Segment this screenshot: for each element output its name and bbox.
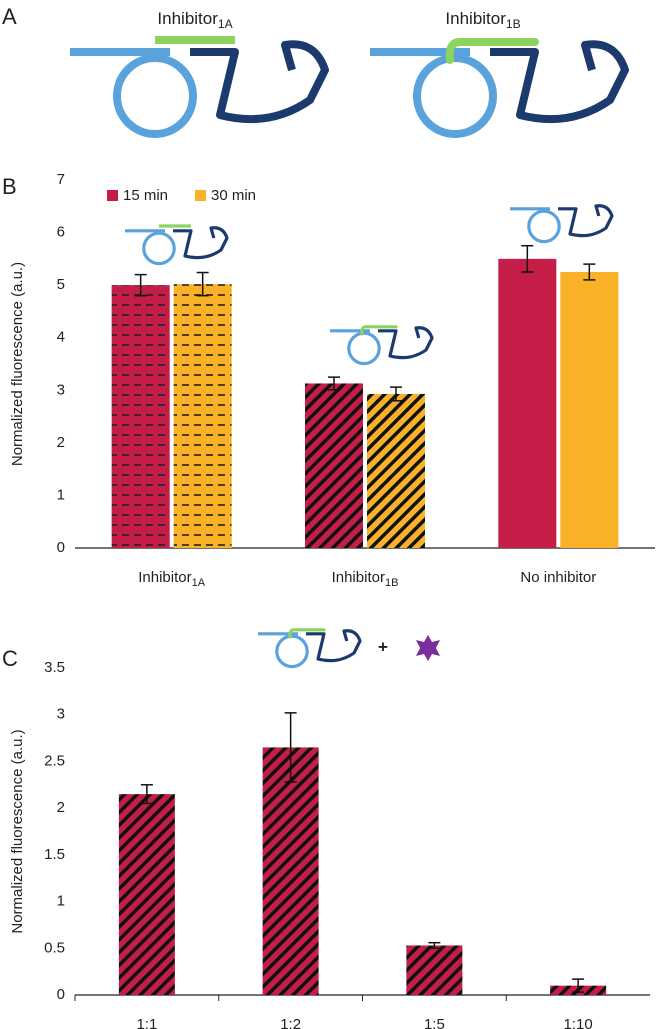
probe-diagram xyxy=(370,42,625,134)
bar xyxy=(560,272,619,548)
y-tick-label: 3.5 xyxy=(44,659,65,676)
x-tick-label: 1:2 xyxy=(280,1016,301,1029)
x-tick-text: Inhibitor xyxy=(138,569,191,586)
error-bar xyxy=(583,263,596,281)
error-bar xyxy=(428,941,441,950)
x-tick-sub: 1B xyxy=(385,577,398,589)
error-bar xyxy=(390,386,402,402)
y-tick-label: 2 xyxy=(57,434,65,451)
annotation: + xyxy=(378,637,388,656)
bar xyxy=(305,383,363,548)
probe-diagram xyxy=(70,40,325,134)
legend-swatch xyxy=(107,190,118,201)
x-tick-text: 1:5 xyxy=(424,1016,445,1029)
error-bar xyxy=(134,273,147,297)
bar xyxy=(111,285,170,548)
bar xyxy=(498,258,557,548)
y-tick-label: 1 xyxy=(57,486,65,503)
bar xyxy=(262,747,319,995)
x-tick-label: No inhibitor xyxy=(520,569,596,586)
y-tick-label: 4 xyxy=(57,329,65,346)
y-axis-title: Normalized fluorescence (a.u.) xyxy=(9,729,26,933)
y-tick-label: 6 xyxy=(57,224,65,241)
star-icon xyxy=(416,635,440,661)
x-tick-label: Inhibitor1A xyxy=(138,569,205,589)
probe-icon xyxy=(258,628,362,669)
y-tick-label: 0.5 xyxy=(44,939,65,956)
y-tick-label: 5 xyxy=(57,276,65,293)
y-axis-title: Normalized fluorescence (a.u.) xyxy=(9,262,26,466)
bar xyxy=(367,393,425,548)
x-tick-text: Inhibitor xyxy=(332,569,385,586)
y-tick-label: 2 xyxy=(57,799,65,816)
probe-icon xyxy=(330,325,434,366)
bar xyxy=(118,794,175,995)
x-tick-text: No inhibitor xyxy=(520,569,596,586)
y-tick-label: 2.5 xyxy=(44,752,65,769)
y-tick-label: 1 xyxy=(57,893,65,910)
x-tick-text: 1:1 xyxy=(136,1016,157,1029)
x-tick-label: 1:5 xyxy=(424,1016,445,1029)
bar xyxy=(406,945,463,995)
error-bar xyxy=(196,271,209,297)
probe-icon xyxy=(125,224,229,266)
panel-label: C xyxy=(2,646,18,671)
error-bar xyxy=(328,376,340,391)
legend-label: 30 min xyxy=(211,187,256,204)
x-tick-sub: 1A xyxy=(192,577,206,589)
error-bar xyxy=(572,978,585,993)
error-bar xyxy=(140,784,153,805)
error-bar xyxy=(284,712,297,783)
x-tick-text: 1:10 xyxy=(564,1016,593,1029)
x-tick-label: Inhibitor1B xyxy=(332,569,399,589)
y-tick-label: 0 xyxy=(57,539,65,556)
y-tick-label: 3 xyxy=(57,381,65,398)
probe-icon xyxy=(510,204,614,244)
y-tick-label: 1.5 xyxy=(44,846,65,863)
legend-swatch xyxy=(195,190,206,201)
diagram-label: Inhibitor1A xyxy=(157,9,232,31)
diagram-label: Inhibitor1B xyxy=(445,9,520,31)
panel-label: B xyxy=(2,174,17,199)
error-bar xyxy=(521,244,534,273)
x-tick-label: 1:1 xyxy=(136,1016,157,1029)
panel-label: A xyxy=(2,4,17,29)
x-tick-text: 1:2 xyxy=(280,1016,301,1029)
y-tick-label: 3 xyxy=(57,706,65,723)
y-tick-label: 7 xyxy=(57,171,65,188)
bar xyxy=(173,284,232,548)
legend-label: 15 min xyxy=(123,187,168,204)
x-tick-label: 1:10 xyxy=(564,1016,593,1029)
y-tick-label: 0 xyxy=(57,986,65,1003)
